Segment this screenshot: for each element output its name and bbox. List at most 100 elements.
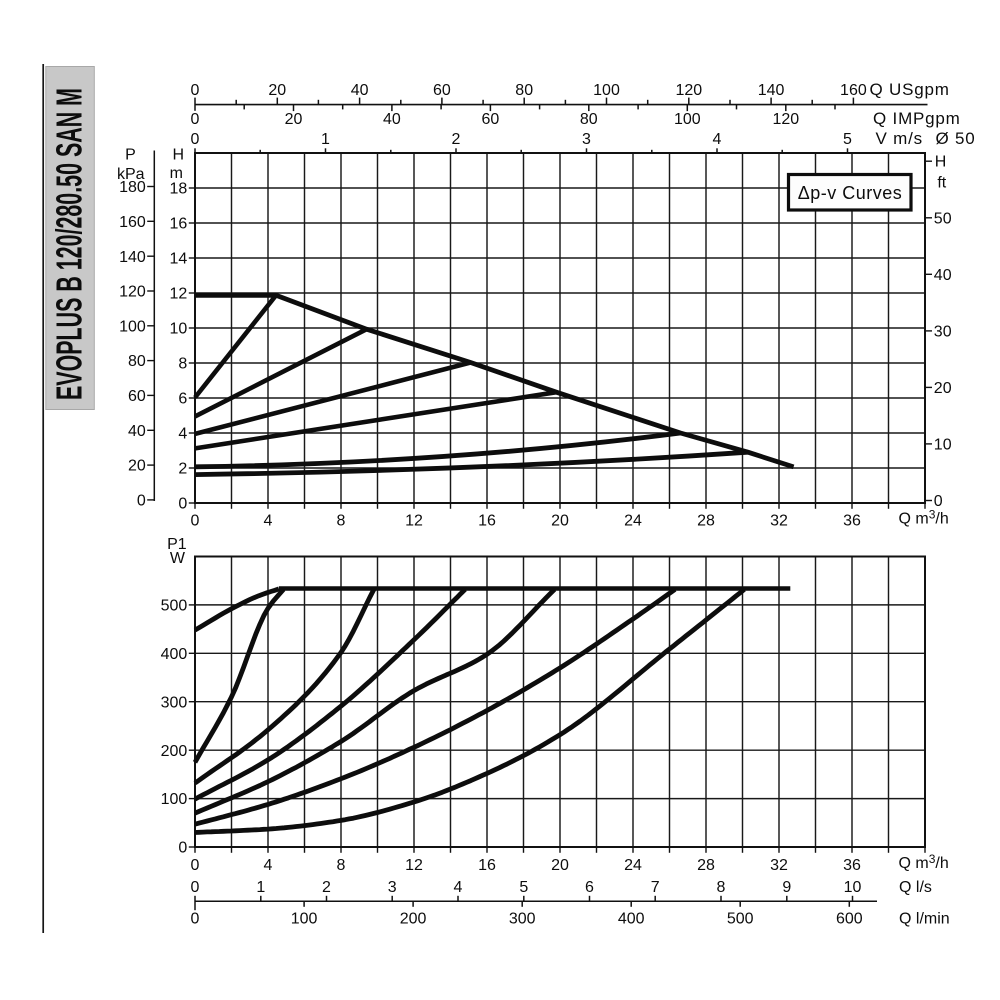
svg-text:0: 0	[191, 879, 200, 896]
svg-text:12: 12	[405, 857, 423, 874]
svg-text:160: 160	[840, 82, 867, 99]
svg-text:0: 0	[934, 493, 943, 510]
svg-text:2: 2	[178, 461, 187, 478]
svg-text:32: 32	[770, 857, 788, 874]
svg-text:10: 10	[934, 437, 952, 454]
svg-text:120: 120	[119, 284, 146, 301]
svg-text:3: 3	[582, 131, 591, 148]
svg-text:W: W	[170, 550, 186, 567]
svg-text:500: 500	[161, 598, 188, 615]
svg-text:16: 16	[478, 857, 496, 874]
svg-text:200: 200	[161, 743, 188, 760]
svg-text:16: 16	[170, 216, 188, 233]
svg-text:20: 20	[934, 380, 952, 397]
svg-text:P: P	[125, 147, 136, 164]
svg-text:0: 0	[191, 131, 200, 148]
svg-text:50: 50	[934, 210, 952, 227]
svg-text:100: 100	[593, 82, 620, 99]
svg-text:300: 300	[161, 694, 188, 711]
svg-text:9: 9	[782, 879, 791, 896]
svg-text:5: 5	[519, 879, 528, 896]
svg-text:Q l/s: Q l/s	[899, 879, 932, 896]
svg-text:400: 400	[618, 910, 645, 927]
svg-text:24: 24	[624, 857, 642, 874]
svg-text:100: 100	[674, 111, 701, 128]
svg-text:20: 20	[128, 458, 146, 475]
svg-text:120: 120	[675, 82, 702, 99]
svg-text:500: 500	[727, 910, 754, 927]
svg-text:40: 40	[128, 423, 146, 440]
svg-text:Q USgpm: Q USgpm	[870, 80, 950, 99]
svg-text:36: 36	[843, 857, 861, 874]
svg-text:4: 4	[713, 131, 722, 148]
svg-text:24: 24	[624, 513, 642, 530]
svg-text:Q IMPgpm: Q IMPgpm	[873, 109, 961, 128]
svg-text:5: 5	[843, 131, 852, 148]
svg-text:H: H	[173, 147, 185, 164]
svg-text:100: 100	[161, 791, 188, 808]
svg-text:20: 20	[268, 82, 286, 99]
svg-text:m: m	[170, 165, 183, 182]
svg-text:Q m3/h: Q m3/h	[899, 852, 949, 872]
svg-text:0: 0	[191, 910, 200, 927]
svg-text:0: 0	[178, 496, 187, 513]
svg-text:160: 160	[119, 214, 146, 231]
svg-text:20: 20	[551, 857, 569, 874]
svg-text:100: 100	[119, 318, 146, 335]
svg-text:3: 3	[388, 879, 397, 896]
svg-text:ft: ft	[937, 175, 946, 192]
svg-text:8: 8	[337, 857, 346, 874]
svg-text:4: 4	[454, 879, 463, 896]
svg-text:2: 2	[452, 131, 461, 148]
svg-text:600: 600	[836, 910, 863, 927]
svg-text:200: 200	[400, 910, 427, 927]
svg-text:6: 6	[585, 879, 594, 896]
svg-text:30: 30	[934, 324, 952, 341]
svg-text:20: 20	[551, 513, 569, 530]
svg-text:Ø 50: Ø 50	[936, 129, 976, 148]
svg-text:8: 8	[717, 879, 726, 896]
svg-text:60: 60	[433, 82, 451, 99]
svg-text:12: 12	[405, 513, 423, 530]
svg-text:H: H	[935, 154, 947, 171]
svg-text:EVOPLUS B 120/280.50 SAN M: EVOPLUS B 120/280.50 SAN M	[49, 88, 90, 400]
svg-text:8: 8	[337, 513, 346, 530]
svg-text:20: 20	[285, 111, 303, 128]
svg-text:1: 1	[321, 131, 330, 148]
svg-text:40: 40	[383, 111, 401, 128]
svg-text:40: 40	[351, 82, 369, 99]
svg-text:6: 6	[178, 391, 187, 408]
svg-text:kPa: kPa	[117, 166, 145, 183]
svg-text:0: 0	[137, 493, 146, 510]
svg-text:7: 7	[651, 879, 660, 896]
svg-text:Q m3/h: Q m3/h	[899, 508, 949, 528]
svg-text:4: 4	[178, 426, 187, 443]
svg-text:120: 120	[772, 111, 799, 128]
svg-text:8: 8	[178, 356, 187, 373]
svg-text:14: 14	[170, 251, 188, 268]
svg-text:16: 16	[478, 513, 496, 530]
svg-text:28: 28	[697, 857, 715, 874]
svg-text:28: 28	[697, 513, 715, 530]
svg-text:60: 60	[482, 111, 500, 128]
svg-text:140: 140	[119, 249, 146, 266]
svg-text:80: 80	[580, 111, 598, 128]
svg-text:80: 80	[515, 82, 533, 99]
svg-text:0: 0	[191, 857, 200, 874]
svg-text:180: 180	[119, 179, 146, 196]
svg-text:300: 300	[509, 910, 536, 927]
svg-text:1: 1	[256, 879, 265, 896]
svg-text:2: 2	[322, 879, 331, 896]
svg-text:P1: P1	[167, 536, 187, 553]
svg-text:12: 12	[170, 286, 188, 303]
svg-text:4: 4	[264, 857, 273, 874]
svg-text:0: 0	[191, 111, 200, 128]
svg-text:36: 36	[843, 513, 861, 530]
svg-text:0: 0	[191, 513, 200, 530]
svg-text:140: 140	[758, 82, 785, 99]
svg-text:0: 0	[191, 82, 200, 99]
svg-text:18: 18	[170, 181, 188, 198]
svg-text:80: 80	[128, 353, 146, 370]
svg-text:Δp-v Curves: Δp-v Curves	[798, 183, 903, 203]
svg-text:10: 10	[170, 321, 188, 338]
